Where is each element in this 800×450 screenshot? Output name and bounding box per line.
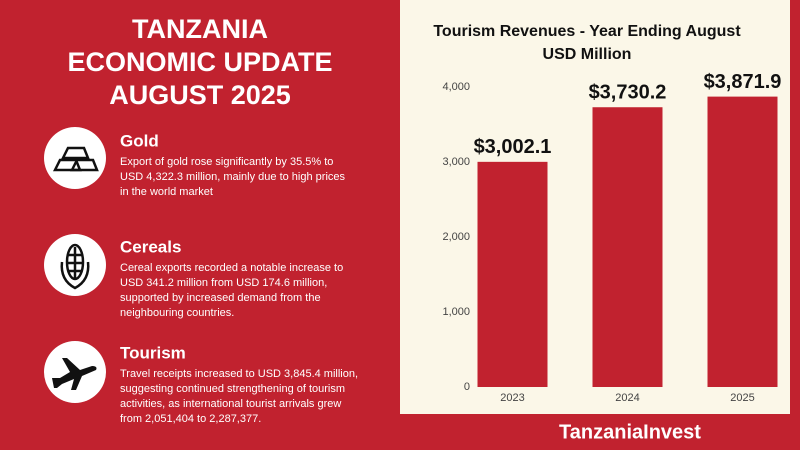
y-tick-label: 4,000: [442, 81, 470, 93]
gold-icon: [52, 146, 99, 172]
value-label: $3,002.1: [474, 136, 552, 158]
y-tick-label: 3,000: [442, 156, 470, 168]
x-tick-label: 2025: [730, 392, 754, 404]
y-tick-label: 0: [464, 381, 470, 393]
item-text: from 2,051,404 to 2,287,377.: [120, 413, 261, 425]
plane-icon: [52, 358, 97, 390]
item-heading: Tourism: [120, 343, 186, 362]
y-tick-label: 2,000: [442, 231, 470, 243]
item-text: Travel receipts increased to USD 3,845.4…: [120, 368, 358, 380]
item-heading: Gold: [120, 131, 159, 150]
item-text: neighbouring countries.: [120, 307, 234, 319]
bar: [707, 96, 778, 388]
bar: [477, 161, 548, 387]
x-tick-label: 2023: [500, 392, 524, 404]
item-text: activities, as international tourist arr…: [120, 398, 341, 410]
chart-title-line: Tourism Revenues - Year Ending August: [433, 23, 741, 40]
items: Gold Export of gold rose significantly by…: [120, 131, 358, 424]
headline: TANZANIA ECONOMIC UPDATE AUGUST 2025: [67, 14, 332, 110]
item-text: USD 4,322.3 million, mainly due to high …: [120, 171, 346, 183]
brand: TanzaniaInvest: [559, 421, 701, 443]
headline-line: AUGUST 2025: [109, 80, 291, 110]
cereal-icon: [60, 243, 90, 290]
item-text: suggesting continued strengthening of to…: [120, 383, 345, 395]
item-text: in the world market: [120, 186, 213, 198]
value-label: $3,730.2: [589, 82, 667, 104]
item-text: USD 341.2 million from USD 174.6 million…: [120, 277, 327, 289]
x-tick-label: 2024: [615, 392, 639, 404]
item-text: Export of gold rose significantly by 35.…: [120, 156, 333, 168]
bar: [592, 107, 663, 388]
headline-line: ECONOMIC UPDATE: [67, 47, 332, 77]
chart-title-line: USD Million: [543, 46, 632, 63]
item-heading: Cereals: [120, 237, 181, 256]
headline-line: TANZANIA: [132, 14, 268, 44]
item-text: Cereal exports recorded a notable increa…: [120, 262, 343, 274]
y-tick-label: 1,000: [442, 306, 470, 318]
item-text: supported by increased demand from the: [120, 292, 321, 304]
chart-title: Tourism Revenues - Year Ending August US…: [433, 23, 741, 63]
value-label: $3,871.9: [704, 71, 782, 93]
